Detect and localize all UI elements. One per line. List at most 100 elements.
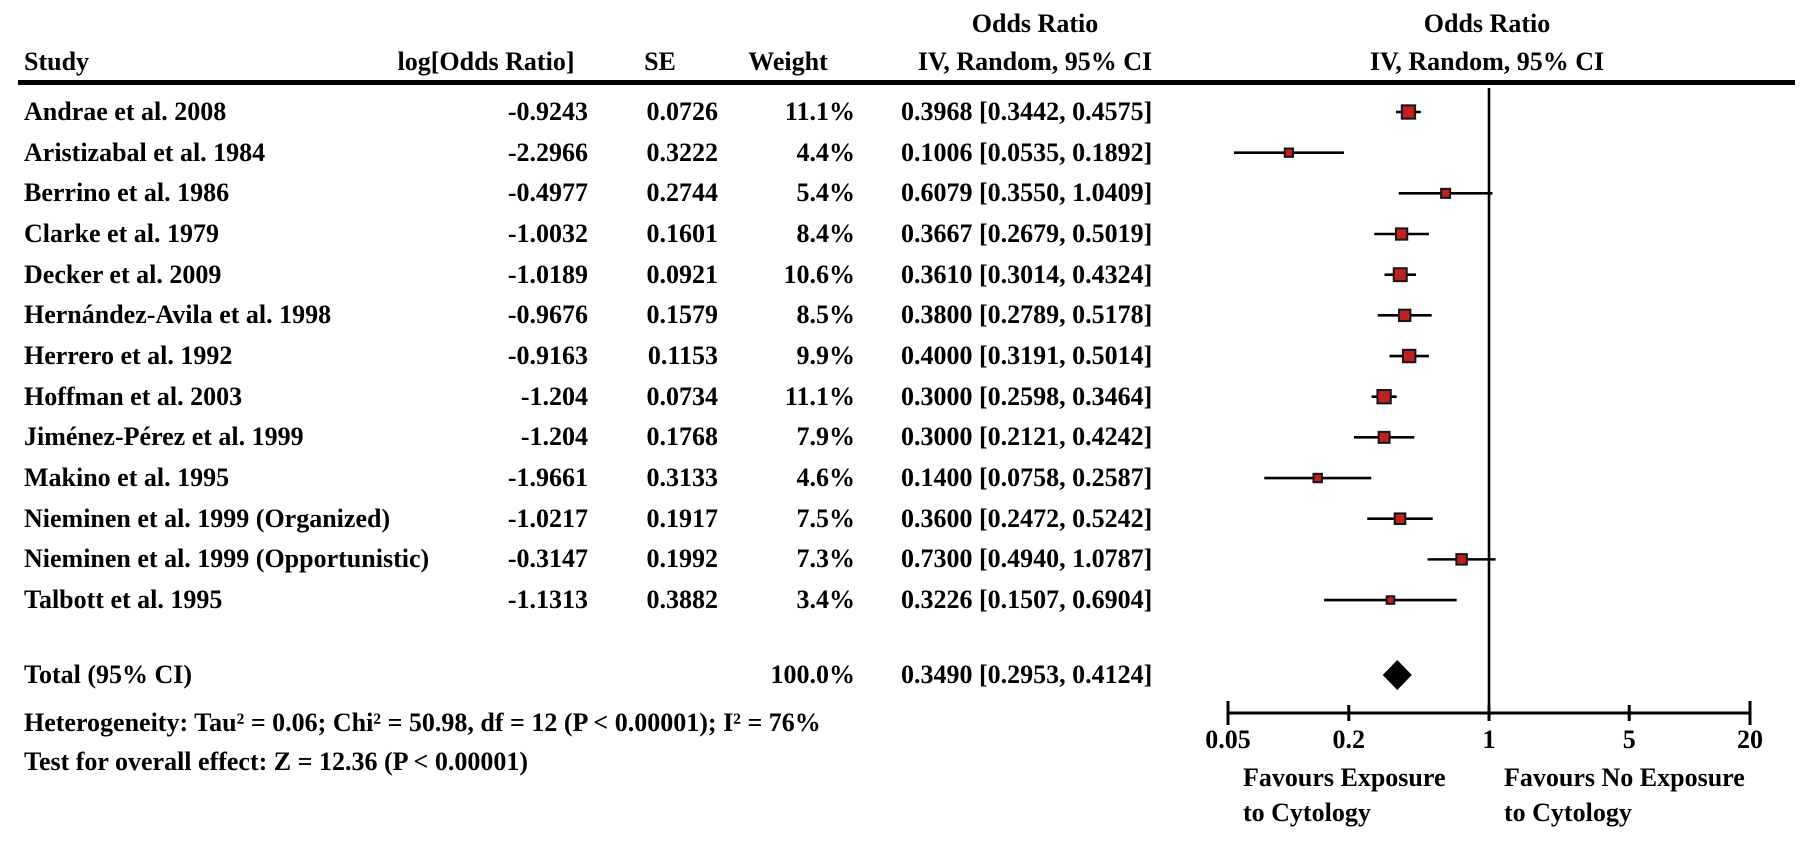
log-odds-ratio-value: -0.3147 <box>507 544 588 574</box>
study-name: Clarke et al. 1979 <box>24 219 219 248</box>
table-row: Hoffman et al. 2003 -1.204 0.0734 11.1% 0.30… <box>0 382 1800 412</box>
odds-ratio-ci-text: 0.4000 [0.3191, 0.5014] <box>901 341 1153 371</box>
table-row: Andrae et al. 2008 -0.9243 0.0726 11.1% 0.39… <box>0 97 1800 127</box>
se-value: 0.1153 <box>647 341 718 371</box>
total-weight: 100.0% <box>770 660 856 689</box>
weight-value: 5.4% <box>796 178 856 208</box>
x-axis-tick-label: 20 <box>1737 725 1763 754</box>
log-odds-ratio-value: -0.4977 <box>507 178 588 208</box>
weight-value: 9.9% <box>796 341 856 371</box>
odds-ratio-ci-text: 0.3226 [0.1507, 0.6904] <box>901 585 1153 615</box>
log-odds-ratio-value: -1.0032 <box>507 219 588 248</box>
log-odds-ratio-value: -1.204 <box>520 422 588 452</box>
weight-value: 8.5% <box>796 300 856 330</box>
se-value: 0.1601 <box>646 219 719 248</box>
column-header-odds-ratio-text: Odds Ratio <box>971 9 1099 38</box>
log-odds-ratio-value: -1.0217 <box>507 503 588 533</box>
column-header-study: Study <box>24 47 90 76</box>
favours-right-label-line2: to Cytology <box>1504 798 1632 827</box>
table-row: Aristizabal et al. 1984 -2.2966 0.3222 4.4%… <box>0 138 1800 168</box>
heterogeneity-stats: Heterogeneity: Tau² = 0.06; Chi² = 50.98… <box>24 708 821 737</box>
table-row: Jiménez-Pérez et al. 1999 -1.204 0.1768 7.9… <box>0 422 1800 452</box>
study-name: Aristizabal et al. 1984 <box>24 137 266 167</box>
weight-value: 7.5% <box>796 503 856 533</box>
table-row: Berrino et al. 1986 -0.4977 0.2744 5.4% 0.60… <box>0 178 1800 208</box>
favours-left-label-line1: Favours Exposure <box>1243 763 1446 792</box>
log-odds-ratio-value: -0.9163 <box>507 341 588 371</box>
overall-effect-stats: Test for overall effect: Z = 12.36 (P < … <box>24 747 529 776</box>
study-name: Berrino et al. 1986 <box>24 178 230 208</box>
table-row: Herrero et al. 1992 -0.9163 0.1153 9.9% 0.40… <box>0 341 1800 371</box>
se-value: 0.0734 <box>646 381 719 411</box>
column-header-odds-ratio-plot: Odds Ratio <box>1423 9 1551 38</box>
table-row: Clarke et al. 1979 -1.0032 0.1601 8.4% 0.366… <box>0 219 1800 249</box>
favours-right-label-line1: Favours No Exposure <box>1504 763 1745 792</box>
x-axis-tick-label: 0.2 <box>1332 725 1366 754</box>
log-odds-ratio-value: -1.0189 <box>507 259 588 289</box>
column-header-iv-random-ci-plot: IV, Random, 95% CI <box>1369 47 1605 76</box>
table-row: Hernández-Avila et al. 1998 -0.9676 0.1579… <box>0 300 1800 330</box>
odds-ratio-ci-text: 0.1006 [0.0535, 0.1892] <box>901 137 1153 167</box>
column-header-se: SE <box>644 47 676 76</box>
log-odds-ratio-value: -0.9243 <box>507 97 588 126</box>
study-name: Herrero et al. 1992 <box>24 341 233 371</box>
se-value: 0.3133 <box>646 463 719 493</box>
odds-ratio-ci-text: 0.1400 [0.0758, 0.2587] <box>901 463 1153 493</box>
weight-value: 7.3% <box>796 544 856 574</box>
odds-ratio-ci-text: 0.3610 [0.3014, 0.4324] <box>901 259 1153 289</box>
se-value: 0.2744 <box>646 178 719 208</box>
se-value: 0.1768 <box>646 422 719 452</box>
favours-left-label-line2: to Cytology <box>1243 798 1371 827</box>
study-name: Decker et al. 2009 <box>24 259 222 289</box>
study-name: Andrae et al. 2008 <box>24 97 227 126</box>
study-name: Nieminen et al. 1999 (Organized) <box>24 503 391 533</box>
se-value: 0.3222 <box>646 137 719 167</box>
table-row: Talbott et al. 1995 -1.1313 0.3882 3.4% 0.32… <box>0 585 1800 615</box>
log-odds-ratio-value: -0.9676 <box>507 300 588 330</box>
header-divider-line <box>18 80 1795 85</box>
odds-ratio-ci-text: 0.6079 [0.3550, 1.0409] <box>901 178 1153 208</box>
weight-value: 10.6% <box>783 259 856 289</box>
log-odds-ratio-value: -1.9661 <box>507 463 588 493</box>
se-value: 0.1579 <box>646 300 719 330</box>
x-axis-tick-label: 5 <box>1622 725 1636 754</box>
table-row: Makino et al. 1995 -1.9661 0.3133 4.6% 0.140… <box>0 463 1800 493</box>
odds-ratio-ci-text: 0.3800 [0.2789, 0.5178] <box>901 300 1153 330</box>
log-odds-ratio-value: -1.1313 <box>507 585 588 615</box>
table-row: Nieminen et al. 1999 (Organized) -1.0217 0… <box>0 504 1800 534</box>
study-name: Hoffman et al. 2003 <box>24 381 243 411</box>
column-header-iv-random-ci-text: IV, Random, 95% CI <box>917 47 1153 76</box>
study-name: Hernández-Avila et al. 1998 <box>24 300 332 330</box>
weight-value: 11.1% <box>784 381 855 411</box>
x-axis-tick-label: 0.05 <box>1205 725 1251 754</box>
weight-value: 11.1% <box>784 97 855 126</box>
odds-ratio-ci-text: 0.3000 [0.2121, 0.4242] <box>901 422 1153 452</box>
log-odds-ratio-value: -1.204 <box>520 381 588 411</box>
weight-value: 8.4% <box>796 219 856 248</box>
total-ci-text: 0.3490 [0.2953, 0.4124] <box>901 660 1153 689</box>
weight-value: 7.9% <box>796 422 856 452</box>
odds-ratio-ci-text: 0.3600 [0.2472, 0.5242] <box>901 503 1153 533</box>
study-name: Jiménez-Pérez et al. 1999 <box>24 422 304 452</box>
column-header-log-odds-ratio: log[Odds Ratio] <box>397 47 575 76</box>
weight-value: 4.6% <box>796 463 856 493</box>
se-value: 0.1917 <box>646 503 719 533</box>
se-value: 0.0921 <box>646 259 719 289</box>
weight-value: 3.4% <box>796 585 856 615</box>
se-value: 0.1992 <box>646 544 719 574</box>
study-name: Talbott et al. 1995 <box>24 585 223 615</box>
table-row: Nieminen et al. 1999 (Opportunistic) -0.3… <box>0 544 1800 574</box>
weight-value: 4.4% <box>796 137 856 167</box>
odds-ratio-ci-text: 0.3000 [0.2598, 0.3464] <box>901 381 1153 411</box>
column-header-weight: Weight <box>748 47 828 76</box>
total-label: Total (95% CI) <box>24 660 193 689</box>
odds-ratio-ci-text: 0.3667 [0.2679, 0.5019] <box>901 219 1153 248</box>
log-odds-ratio-value: -2.2966 <box>507 137 588 167</box>
odds-ratio-ci-text: 0.3968 [0.3442, 0.4575] <box>901 97 1153 126</box>
study-name: Makino et al. 1995 <box>24 463 230 493</box>
table-row: Decker et al. 2009 -1.0189 0.0921 10.6% 0.36… <box>0 260 1800 290</box>
x-axis-tick-label: 1 <box>1482 725 1496 754</box>
se-value: 0.3882 <box>646 585 719 615</box>
total-row: Total (95% CI) 100.0% 0.3490 [0.2953, 0.… <box>0 660 1800 690</box>
